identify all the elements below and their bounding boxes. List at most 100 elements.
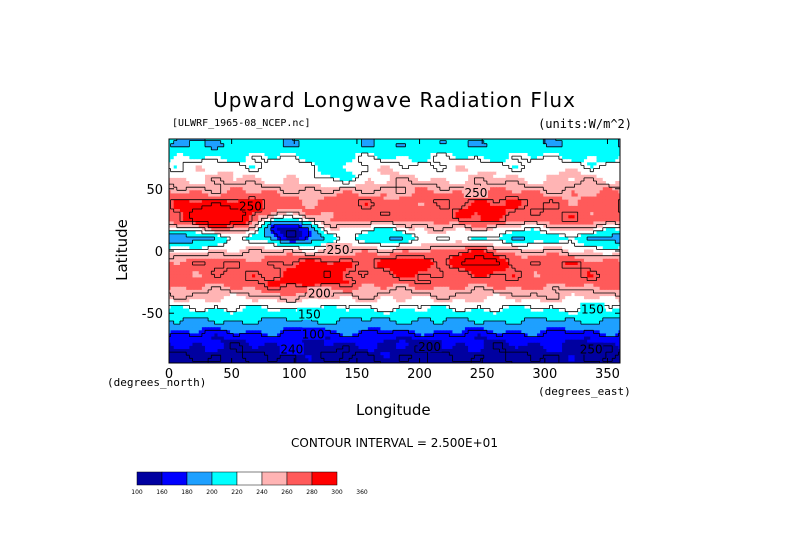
heatmap-cell <box>223 168 228 173</box>
heatmap-cell <box>439 146 444 151</box>
heatmap-cell <box>361 171 366 176</box>
heatmap-cell <box>502 162 507 167</box>
heatmap-cell <box>405 140 410 145</box>
heatmap-cell <box>330 187 335 191</box>
heatmap-cell <box>280 140 284 145</box>
heatmap-cell <box>345 168 350 173</box>
heatmap-cell <box>189 139 194 142</box>
heatmap-cell <box>540 181 544 185</box>
chart-title: Upward Longwave Radiation Flux <box>213 88 576 112</box>
heatmap-cell <box>446 174 450 179</box>
heatmap-cell <box>327 140 331 145</box>
heatmap-cell <box>333 181 338 185</box>
heatmap-cell <box>336 165 341 170</box>
heatmap-cell <box>186 140 190 145</box>
heatmap-cell <box>424 149 428 154</box>
heatmap-cell <box>599 159 604 163</box>
heatmap-cell <box>377 184 381 188</box>
heatmap-cell <box>179 159 184 163</box>
heatmap-cell <box>336 146 341 151</box>
heatmap-cell <box>208 156 212 160</box>
heatmap-cell <box>480 159 485 163</box>
heatmap-cell <box>402 156 407 160</box>
heatmap-cell <box>352 174 356 179</box>
heatmap-cell <box>336 139 341 142</box>
heatmap-cell <box>430 156 435 160</box>
heatmap-cell <box>214 190 219 195</box>
heatmap-cell <box>446 153 450 157</box>
heatmap-cell <box>208 146 212 151</box>
heatmap-cell <box>530 146 535 151</box>
heatmap-cell <box>277 139 281 142</box>
heatmap-cell <box>258 159 262 163</box>
heatmap-cell <box>405 159 410 163</box>
heatmap-cell <box>571 174 576 179</box>
heatmap-cell <box>537 168 541 173</box>
heatmap-cell <box>255 171 259 176</box>
heatmap-cell <box>583 181 588 185</box>
heatmap-cell <box>546 165 551 170</box>
heatmap-cell <box>308 143 313 148</box>
heatmap-cell <box>562 139 566 142</box>
heatmap-cell <box>386 162 391 167</box>
heatmap-cell <box>558 146 563 151</box>
heatmap-cell <box>226 153 231 157</box>
heatmap-cell <box>499 159 504 163</box>
heatmap-cell <box>195 162 200 167</box>
heatmap-cell <box>377 171 381 176</box>
heatmap-cell <box>198 168 203 173</box>
heatmap-cell <box>405 168 410 173</box>
heatmap-cell <box>430 184 435 188</box>
heatmap-cell <box>612 174 616 179</box>
heatmap-cell <box>515 168 519 173</box>
heatmap-cell <box>443 159 447 163</box>
heatmap-cell <box>308 153 313 157</box>
heatmap-cell <box>223 162 228 167</box>
heatmap-cell <box>277 153 281 157</box>
heatmap-cell <box>499 156 504 160</box>
heatmap-cell <box>477 174 482 179</box>
heatmap-cell <box>330 190 335 195</box>
heatmap-cell <box>392 139 397 142</box>
heatmap-cell <box>612 187 616 191</box>
heatmap-cell <box>574 168 579 173</box>
heatmap-cell <box>612 146 616 151</box>
heatmap-cell <box>173 162 178 167</box>
heatmap-cell <box>211 156 216 160</box>
heatmap-cell <box>455 184 460 188</box>
heatmap-cell <box>264 156 269 160</box>
heatmap-cell <box>239 184 244 188</box>
heatmap-cell <box>183 149 187 154</box>
heatmap-cell <box>549 140 554 145</box>
heatmap-cell <box>286 171 291 176</box>
heatmap-cell <box>618 156 620 160</box>
heatmap-cell <box>421 146 425 151</box>
heatmap-cell <box>248 168 253 173</box>
heatmap-cell <box>324 171 328 176</box>
heatmap-cell <box>386 174 391 179</box>
heatmap-cell <box>311 171 316 176</box>
heatmap-cell <box>198 143 203 148</box>
heatmap-cell <box>565 143 569 148</box>
heatmap-cell <box>496 153 501 157</box>
heatmap-cell <box>615 156 620 160</box>
heatmap-cell <box>389 139 394 142</box>
heatmap-cell <box>436 181 441 185</box>
heatmap-cell <box>339 177 344 182</box>
heatmap-cell <box>471 143 475 148</box>
heatmap-cell <box>618 171 620 176</box>
heatmap-cell <box>499 143 504 148</box>
heatmap-cell <box>239 190 244 195</box>
heatmap-cell <box>427 171 432 176</box>
heatmap-cell <box>220 168 225 173</box>
heatmap-cell <box>399 187 403 191</box>
heatmap-cell <box>176 146 181 151</box>
heatmap-cell <box>530 174 535 179</box>
heatmap-cell <box>486 143 491 148</box>
heatmap-cell <box>220 165 225 170</box>
heatmap-cell <box>339 153 344 157</box>
heatmap-cell <box>371 140 375 145</box>
heatmap-cell <box>405 174 410 179</box>
heatmap-cell <box>311 190 316 195</box>
heatmap-cell <box>242 171 247 176</box>
